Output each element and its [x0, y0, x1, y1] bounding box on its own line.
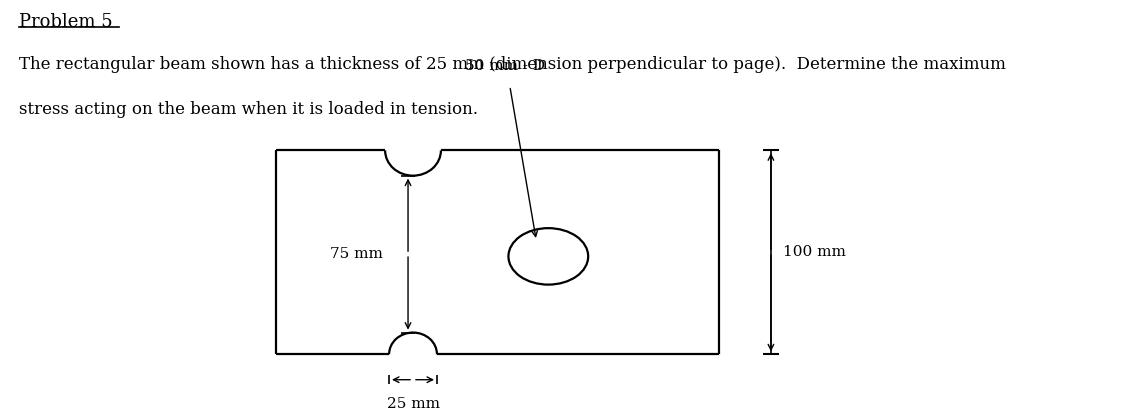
Text: Problem 5: Problem 5 [19, 13, 113, 31]
Text: 50 mm - D: 50 mm - D [465, 59, 545, 73]
Text: stress acting on the beam when it is loaded in tension.: stress acting on the beam when it is loa… [19, 101, 478, 118]
Text: 25 mm: 25 mm [387, 397, 440, 411]
Text: The rectangular beam shown has a thickness of 25 mm (dimension perpendicular to : The rectangular beam shown has a thickne… [19, 56, 1006, 73]
Text: 100 mm: 100 mm [783, 245, 846, 259]
Text: 75 mm: 75 mm [331, 247, 384, 261]
